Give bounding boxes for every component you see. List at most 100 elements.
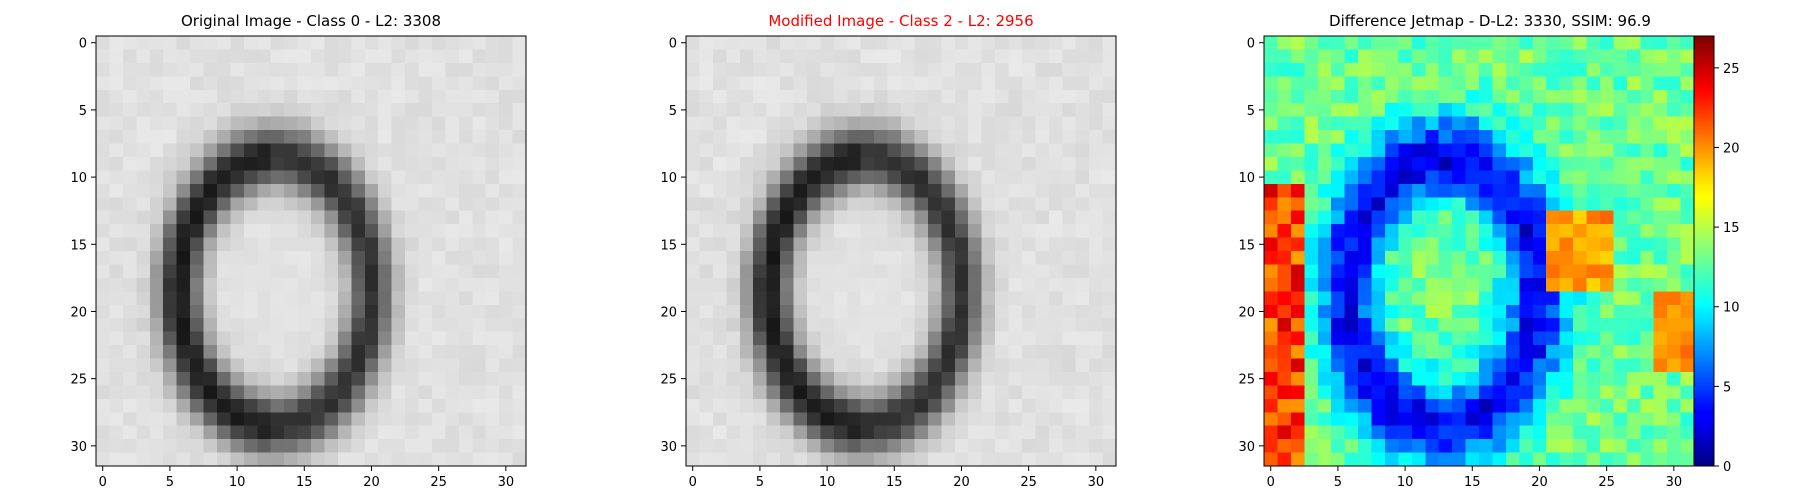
heatmap-cell bbox=[1452, 36, 1466, 50]
heatmap-cell bbox=[1344, 116, 1359, 131]
heatmap-cell bbox=[739, 304, 754, 319]
heatmap-cell bbox=[512, 398, 527, 413]
heatmap-cell bbox=[136, 371, 151, 386]
heatmap-cell bbox=[954, 385, 969, 400]
heatmap-cell bbox=[1264, 143, 1278, 158]
heatmap-cell bbox=[1371, 345, 1386, 359]
heatmap-cell bbox=[726, 103, 741, 117]
heatmap-cell bbox=[1411, 277, 1426, 292]
heatmap-cell bbox=[753, 425, 767, 440]
heatmap-cell bbox=[136, 264, 151, 279]
heatmap-cell bbox=[1331, 277, 1345, 292]
heatmap-cell bbox=[1546, 277, 1560, 292]
heatmap-cell bbox=[284, 36, 298, 50]
heatmap-cell bbox=[1277, 425, 1292, 440]
heatmap-cell bbox=[860, 331, 875, 346]
heatmap-cell bbox=[820, 49, 835, 64]
heatmap-cell bbox=[1384, 318, 1399, 332]
heatmap-cell bbox=[1425, 76, 1439, 91]
heatmap-cell bbox=[1277, 197, 1292, 211]
heatmap-cell bbox=[1264, 210, 1278, 225]
heatmap-cell bbox=[176, 452, 191, 467]
heatmap-cell bbox=[699, 439, 714, 453]
heatmap-cell bbox=[833, 452, 848, 467]
heatmap-cell bbox=[149, 251, 164, 265]
heatmap-cell bbox=[1465, 345, 1480, 359]
heatmap-cell bbox=[1331, 183, 1345, 198]
heatmap-cell bbox=[1505, 116, 1520, 131]
heatmap-cell bbox=[122, 264, 137, 279]
heatmap-cell bbox=[1465, 210, 1480, 225]
heatmap-cell bbox=[968, 412, 982, 426]
heatmap-cell bbox=[1398, 452, 1413, 467]
heatmap-cell bbox=[136, 170, 151, 185]
heatmap-cell bbox=[1492, 398, 1507, 413]
heatmap-cell bbox=[901, 345, 915, 359]
heatmap-cell bbox=[1667, 371, 1681, 386]
heatmap-cell bbox=[833, 425, 848, 440]
heatmap-cell bbox=[1492, 62, 1507, 77]
heatmap-cell bbox=[806, 358, 821, 373]
heatmap-cell bbox=[1344, 237, 1359, 252]
heatmap-cell bbox=[324, 36, 339, 50]
heatmap-cell bbox=[699, 345, 714, 359]
heatmap-cell bbox=[1304, 237, 1319, 252]
heatmap-cell bbox=[1640, 412, 1654, 426]
heatmap-cell bbox=[1425, 130, 1439, 144]
heatmap-cell bbox=[860, 358, 875, 373]
heatmap-cell bbox=[431, 156, 446, 171]
heatmap-cell bbox=[806, 412, 821, 426]
heatmap-cell bbox=[149, 345, 164, 359]
heatmap-cell bbox=[1492, 156, 1507, 171]
heatmap-cell bbox=[297, 318, 312, 332]
heatmap-cell bbox=[1438, 197, 1453, 211]
heatmap-cell bbox=[190, 76, 204, 91]
heatmap-cell bbox=[405, 156, 419, 171]
heatmap-cell bbox=[1680, 130, 1695, 144]
heatmap-cell bbox=[378, 49, 392, 64]
heatmap-cell bbox=[780, 62, 794, 77]
heatmap-cell bbox=[136, 304, 151, 319]
heatmap-cell bbox=[203, 103, 218, 117]
heatmap-cell bbox=[297, 130, 312, 144]
heatmap-cell bbox=[1626, 103, 1641, 117]
heatmap-cell bbox=[122, 425, 137, 440]
heatmap-cell bbox=[163, 452, 177, 467]
heatmap-cell bbox=[257, 103, 271, 117]
heatmap-cell bbox=[405, 385, 419, 400]
heatmap-cell bbox=[216, 183, 231, 198]
heatmap-cell bbox=[1358, 251, 1372, 265]
heatmap-cell bbox=[1264, 76, 1278, 91]
heatmap-cell bbox=[1667, 62, 1681, 77]
heatmap-cell bbox=[1411, 49, 1426, 64]
heatmap-cell bbox=[995, 224, 1009, 238]
heatmap-cell bbox=[1680, 197, 1695, 211]
heatmap-cell bbox=[1519, 425, 1534, 440]
heatmap-cell bbox=[914, 358, 929, 373]
heatmap-cell bbox=[1438, 237, 1453, 252]
heatmap-cell bbox=[1613, 385, 1628, 400]
heatmap-cell bbox=[941, 345, 956, 359]
heatmap-cell bbox=[968, 358, 982, 373]
heatmap-cell bbox=[176, 170, 191, 185]
heatmap-cell bbox=[1048, 210, 1063, 225]
heatmap-cell bbox=[1667, 197, 1681, 211]
heatmap-cell bbox=[686, 49, 700, 64]
heatmap-cell bbox=[901, 210, 915, 225]
heatmap-cell bbox=[874, 277, 888, 292]
heatmap-cell bbox=[1505, 331, 1520, 346]
heatmap-cell bbox=[1452, 345, 1466, 359]
heatmap-cell bbox=[1008, 183, 1023, 198]
heatmap-cell bbox=[874, 291, 888, 306]
heatmap-cell bbox=[418, 170, 433, 185]
heatmap-cell bbox=[418, 331, 433, 346]
heatmap-cell bbox=[485, 398, 500, 413]
heatmap-cell bbox=[1358, 385, 1372, 400]
heatmap-cell bbox=[1438, 439, 1453, 453]
heatmap-cell bbox=[968, 62, 982, 77]
heatmap-cell bbox=[364, 36, 379, 50]
heatmap-cell bbox=[766, 331, 781, 346]
heatmap-cell bbox=[1532, 224, 1547, 238]
heatmap-cell bbox=[378, 36, 392, 50]
heatmap-cell bbox=[270, 291, 285, 306]
